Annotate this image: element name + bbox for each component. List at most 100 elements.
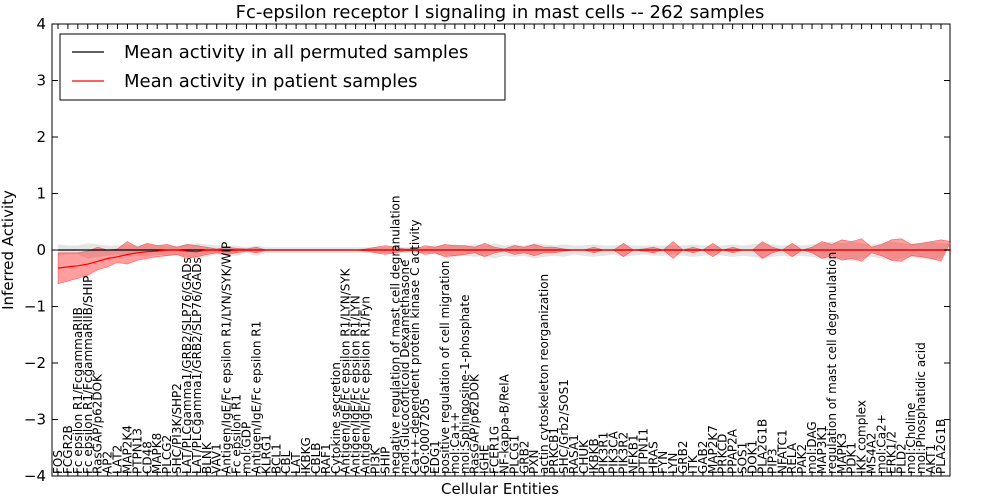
x-tick-label: Fc epsilon R1/FcgammaRIIB/SHIP [81,276,95,474]
x-tick-label: GAB2 [696,441,710,474]
x-tick-label: IGHE [478,445,492,474]
x-tick-label: PAK2 [795,444,809,474]
x-tick-label: MAPK3 [835,433,849,474]
x-tick-label: PRKCB1 [547,427,561,474]
x-tick-label: RAF1 [319,443,333,474]
x-tick-label: DOK1 [746,440,760,474]
x-tick-label: PIP3 [765,448,779,474]
x-tick-label: mol:Ca2+ [875,414,889,474]
x-tick-label: SHC/Grb2/SOS1 [557,379,571,474]
x-tick-label: MAPK8 [150,433,164,474]
x-tick-label: SHIP [378,447,392,474]
y-tick-label: 1 [36,185,46,203]
x-tick-label: MAP2K4 [120,425,134,474]
x-tick-label: Fc epsilon R1 [230,394,244,474]
x-tick-label: LYN [666,453,680,474]
x-tick-label: PTPN13 [130,428,144,474]
x-tick-label: regulation of mast cell degranulation [825,252,839,474]
x-tick-label: ERK1/2 [884,431,898,474]
x-tick-label: KLRG1 [259,434,273,474]
x-tick-label: FYN [656,451,670,474]
x-tick-label: mol:Phosphatidic acid [914,342,928,474]
x-tick-label: Antigen/IgE/Fc epsilon R1/Fyn [359,296,373,474]
x-tick-label: FCGR2B [61,425,75,474]
x-tick-label: SOS1 [736,442,750,474]
legend-label-patient: Mean activity in patient samples [124,71,418,92]
x-tick-label: RasGAP/p62DOK [91,373,105,474]
legend-box [59,33,506,101]
x-tick-label: ITK [686,454,700,474]
y-tick-label: 0 [36,241,46,259]
x-tick-label: CHUK [577,439,591,474]
x-tick-label: RasGAP/p62DOK [468,373,482,474]
x-tick-label: LAT [289,452,303,474]
x-tick-label: Antigen/IgE/Fc epsilon R1 [249,321,263,474]
x-tick-label: mol:Choline [904,403,918,474]
x-tick-label: AKT1 [924,444,938,474]
x-tick-label: PIK3CA [607,430,621,474]
x-tick-label: mol:Ca++ [448,412,462,474]
x-tick-label: NF-kappa-B/RelA [498,373,512,474]
x-tick-label: CD48 [140,441,154,474]
x-tick-label: PLA2G1B [934,419,948,474]
legend-label-permuted: Mean activity in all permuted samples [124,42,468,63]
x-tick-label: PTPN11 [636,428,650,474]
y-axis-label: Inferred Activity [0,190,17,310]
x-tick-label: PLA2G1B [755,419,769,474]
y-tick-label: −3 [24,411,46,429]
x-tick-label: PI3K [369,447,383,474]
x-tick-label: mol:Glucocorticoid Dexamethasone [398,260,412,474]
x-tick-label: PPAP2A [726,428,740,474]
x-tick-label: AP2 [101,451,115,474]
y-tick-label: 3 [36,72,46,90]
x-tick-label: CBLB [309,442,323,474]
x-tick-label: mol:DAG [805,421,819,474]
x-tick-label: PRKCD [716,434,730,474]
y-tick-label: 2 [36,128,46,146]
x-tick-label: FOS [51,450,65,474]
x-tick-label: IKBKG [299,437,313,474]
x-tick-label: PXN [527,450,541,474]
x-tick-label: NFKB1 [626,434,640,474]
y-tick-label: 4 [36,15,46,33]
x-tick-label: PDK1 [845,442,859,474]
x-tick-label: IKK complex [855,400,869,474]
x-tick-label: VAV1 [210,443,224,474]
x-tick-label: NFATC1 [775,429,789,474]
x-axis-label: Cellular Entities [441,480,559,498]
x-tick-label: BLNK [200,441,214,474]
axis-ticks: 4 3 2 1 0 −1 −2 −3 −4 [24,15,950,485]
x-tick-label: LAT2 [111,445,125,474]
x-tick-label: positive regulation of cell migration [438,261,452,474]
x-tick-label: BCL1 [269,443,283,474]
x-tick-label: PLCG2 [160,435,174,474]
series-lines [57,249,951,269]
x-tick-label: Fc epsilon R1/FcgammaRIIB [71,307,85,474]
x-tick-label: PIK3R1 [597,432,611,474]
x-tick-label: LAT/PLCgamma1/GRB2/SLP76/GADs [190,257,204,474]
x-tick-label: IKBKB [587,438,601,474]
x-tick-label: Antigen/IgE/Fc epsilon R1/LYN/SYK [339,267,353,474]
x-tick-label: mol:Sphingosine-1-phosphate [458,295,472,475]
x-tick-label: Antigen/IgE/Fc epsilon R1/LYN [349,295,363,474]
chart-title: Fc-epsilon receptor I signaling in mast … [236,2,765,23]
y-tick-label: −2 [24,354,46,372]
y-tick-label: −4 [24,467,46,485]
x-tick-label: SHC/PI3K/SHP2 [170,383,184,474]
x-tick-label: actin cytoskeleton reorganization [537,274,551,474]
x-tick-label: RASA1 [567,434,581,474]
x-tick-label: GO:0007205 [418,398,432,474]
x-tick-label: EDG1 [428,440,442,474]
x-tick-label: PIK3R2 [617,432,631,474]
x-tick-label: MS4A2 [865,433,879,474]
x-tick-label: CBL [279,450,293,474]
x-tick-label: HRAS [646,441,660,474]
x-tick-label: Ca++-dependent protein kinase C activity [408,220,422,475]
x-tick-label: FCER1G [488,426,502,474]
x-tick-label: GRB2 [676,440,690,474]
legend: Mean activity in all permuted samples Me… [59,33,506,101]
series-line-patient [57,249,951,269]
x-tick-label: RELA [785,442,799,474]
